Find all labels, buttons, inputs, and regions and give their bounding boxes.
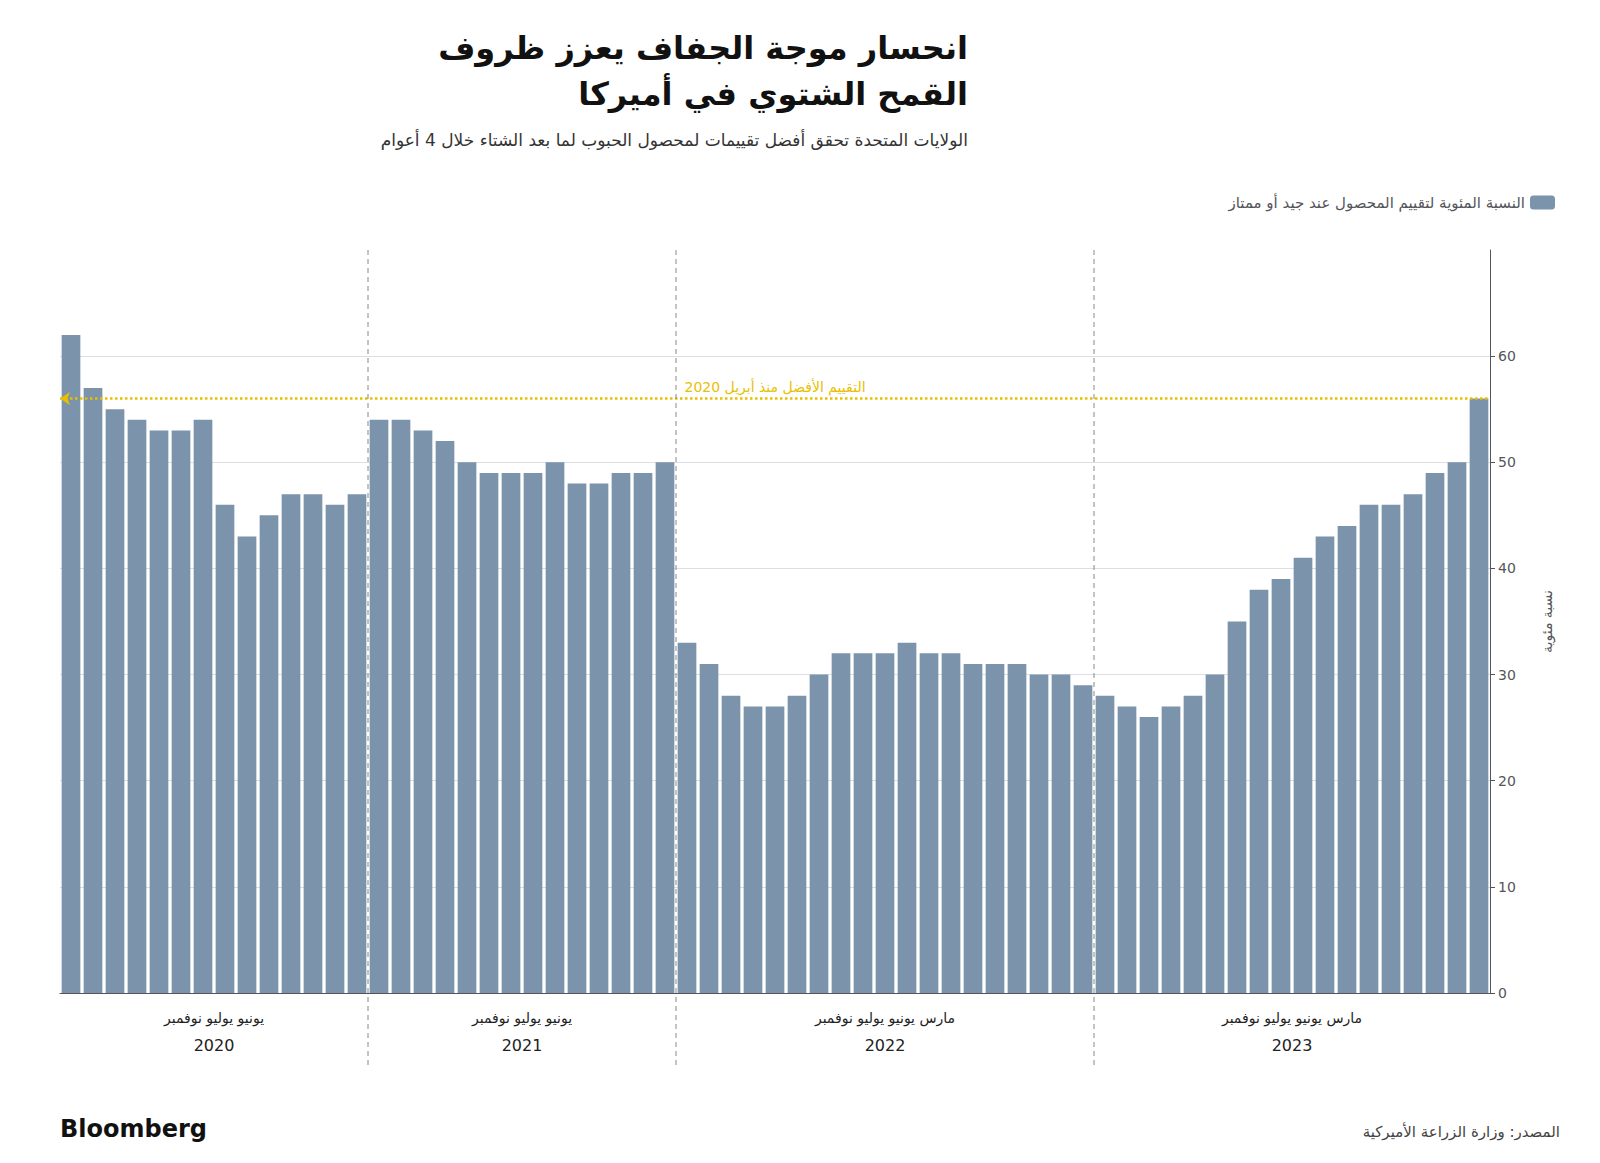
svg-text:التقييم الأفضل منذ أبريل 2020: التقييم الأفضل منذ أبريل 2020 [684, 378, 865, 396]
svg-text:40: 40 [1498, 560, 1516, 576]
svg-text:60: 60 [1498, 348, 1516, 364]
svg-text:2022: 2022 [865, 1036, 906, 1055]
svg-text:مارس يونيو يوليو نوفمبر: مارس يونيو يوليو نوفمبر [814, 1010, 955, 1027]
svg-text:يونيو يوليو نوفمبر: يونيو يوليو نوفمبر [471, 1010, 572, 1027]
svg-text:2020: 2020 [194, 1036, 235, 1055]
svg-text:2023: 2023 [1272, 1036, 1313, 1055]
svg-text:30: 30 [1498, 667, 1516, 683]
svg-text:20: 20 [1498, 773, 1516, 789]
svg-text:2021: 2021 [502, 1036, 543, 1055]
svg-text:مارس يونيو يوليو نوفمبر: مارس يونيو يوليو نوفمبر [1221, 1010, 1362, 1027]
svg-text:Bloomberg: Bloomberg [60, 1115, 207, 1143]
svg-text:0: 0 [1498, 985, 1507, 1001]
svg-text:10: 10 [1498, 879, 1516, 895]
svg-text:الولايات المتحدة تحقق أفضل تقي: الولايات المتحدة تحقق أفضل تقييمات لمحصو… [381, 129, 968, 150]
svg-text:يونيو يوليو نوفمبر: يونيو يوليو نوفمبر [163, 1010, 264, 1027]
svg-text:النسبة المئوية لتقييم المحصول: النسبة المئوية لتقييم المحصول عند جيد أو… [1228, 193, 1525, 212]
svg-text:نسبة مئوية: نسبة مئوية [1539, 590, 1556, 653]
svg-text:50: 50 [1498, 454, 1516, 470]
svg-text:القمح الشتوي في أميركا: القمح الشتوي في أميركا [578, 73, 968, 113]
svg-text:انحسار موجة الجفاف يعزز ظروف: انحسار موجة الجفاف يعزز ظروف [438, 29, 968, 67]
svg-text:المصدر: وزارة الزراعة الأميركي: المصدر: وزارة الزراعة الأميركية [1363, 1122, 1560, 1141]
